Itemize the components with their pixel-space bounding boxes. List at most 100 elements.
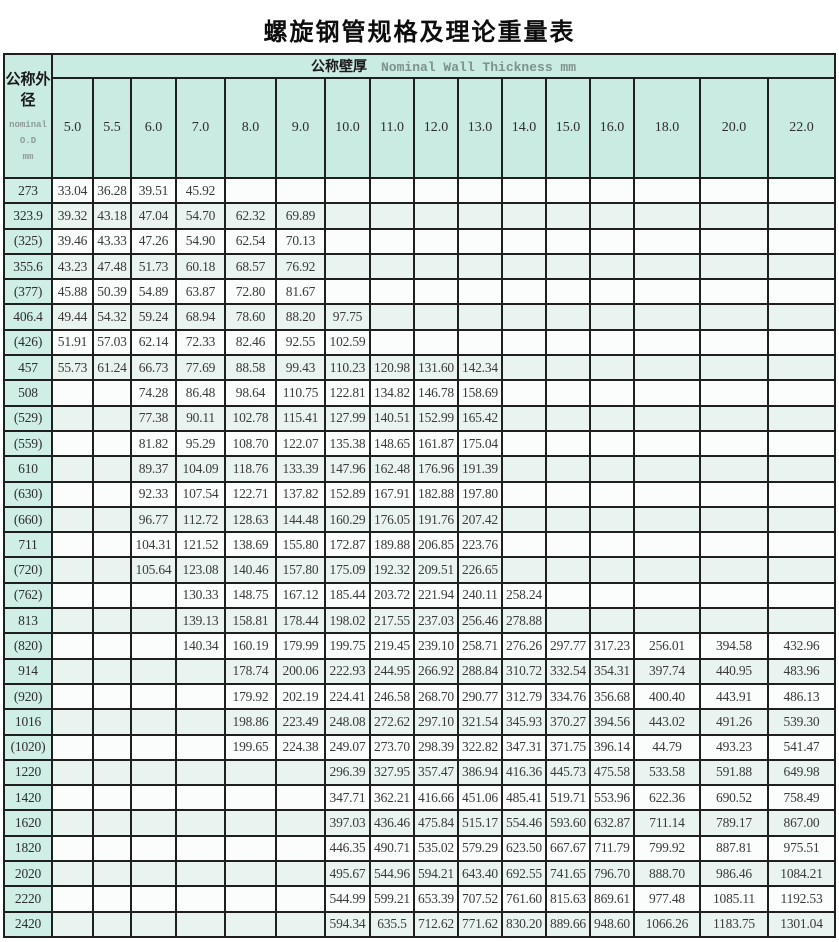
weight-cell [413, 328, 459, 357]
weight-cell [175, 708, 226, 736]
weight-cell [51, 682, 94, 711]
weight-cell [275, 784, 326, 812]
weight-cell [51, 632, 94, 660]
weight-cell: 147.96 [324, 455, 371, 483]
wall-thickness-header: 公称壁厚 Nominal Wall Thickness mm [50, 52, 837, 80]
weight-cell [92, 885, 132, 913]
weight-cell [699, 404, 769, 432]
weight-cell: 62.14 [130, 328, 177, 357]
weight-cell [633, 556, 701, 584]
weight-cell: 54.90 [175, 227, 226, 255]
weight-cell: 761.60 [501, 885, 547, 913]
weight-cell: 99.43 [275, 354, 326, 382]
weight-cell: 90.11 [175, 404, 226, 432]
thickness-col-header: 5.5 [92, 77, 132, 179]
weight-cell [413, 227, 459, 255]
weight-cell [589, 328, 635, 357]
thickness-col-header: 10.0 [324, 77, 371, 179]
table-row: 1420 347.71 362.21 416.66 451.06 485.41 519.71… [3, 784, 837, 812]
weight-cell: 102.78 [224, 404, 277, 432]
weight-cell [92, 480, 132, 508]
weight-cell [589, 531, 635, 559]
weight-cell: 45.92 [175, 176, 226, 205]
weight-cell: 155.80 [275, 531, 326, 559]
weight-cell [589, 303, 635, 331]
weight-cell: 690.52 [699, 784, 769, 812]
weight-cell: 165.42 [457, 404, 503, 432]
weight-cell: 122.81 [324, 379, 371, 407]
weight-cell: 105.64 [130, 556, 177, 584]
weight-cell [545, 480, 591, 508]
table-row: (1020) 199.65 224.38 249.07 273.70 298.39 322.… [3, 733, 837, 761]
weight-cell: 249.07 [324, 733, 371, 761]
weight-cell: 493.23 [699, 733, 769, 761]
weight-cell: 57.03 [92, 328, 132, 357]
weight-cell: 63.87 [175, 278, 226, 306]
weight-cell: 54.70 [175, 202, 226, 230]
weight-cell: 72.33 [175, 328, 226, 357]
weight-cell: 312.79 [501, 682, 547, 711]
pipe-weight-table: 公称外 径 nominal O.D mm 公称壁厚 Nominal Wall T… [3, 52, 837, 938]
weight-cell: 370.27 [545, 708, 591, 736]
weight-cell: 131.60 [413, 354, 459, 382]
weight-cell: 889.66 [545, 910, 591, 938]
weight-cell [51, 531, 94, 559]
weight-cell: 122.71 [224, 480, 277, 508]
weight-cell: 203.72 [369, 581, 415, 610]
weight-cell: 268.70 [413, 682, 459, 711]
weight-cell [589, 505, 635, 534]
weight-cell: 240.11 [457, 581, 503, 610]
weight-cell [457, 202, 503, 230]
weight-cell [92, 834, 132, 863]
od-header-en: nominal O.D mm [6, 111, 50, 165]
weight-cell [766, 379, 837, 407]
weight-cell: 789.17 [699, 809, 769, 837]
weight-cell: 830.20 [501, 910, 547, 938]
weight-cell: 975.51 [766, 834, 837, 863]
od-label: 508 [3, 379, 53, 407]
weight-cell [633, 480, 701, 508]
weight-cell [633, 505, 701, 534]
od-label: 1820 [3, 834, 53, 863]
weight-cell [501, 303, 547, 331]
weight-cell: 144.48 [275, 505, 326, 534]
weight-cell: 256.01 [633, 632, 701, 660]
weight-cell [699, 227, 769, 255]
weight-cell [766, 278, 837, 306]
weight-cell: 128.63 [224, 505, 277, 534]
weight-cell [324, 278, 371, 306]
weight-cell: 140.34 [175, 632, 226, 660]
od-label: (559) [3, 429, 53, 458]
weight-cell [766, 303, 837, 331]
thickness-col-header: 16.0 [589, 77, 635, 179]
weight-cell: 102.59 [324, 328, 371, 357]
weight-cell: 485.41 [501, 784, 547, 812]
table-row: (762) 130.33 148.75 167.12 185.44 203.72 221.9… [3, 581, 837, 610]
weight-cell: 133.39 [275, 455, 326, 483]
weight-cell [501, 202, 547, 230]
weight-cell: 148.75 [224, 581, 277, 610]
weight-cell: 554.46 [501, 809, 547, 837]
weight-cell [699, 556, 769, 584]
weight-cell [457, 278, 503, 306]
weight-cell [369, 303, 415, 331]
weight-cell: 226.65 [457, 556, 503, 584]
weight-cell [699, 429, 769, 458]
wall-thickness-label-cn: 公称壁厚 [311, 59, 367, 76]
weight-cell [130, 834, 177, 863]
thickness-col-header: 12.0 [413, 77, 459, 179]
table-row: 610 89.37 104.09 118.76 133.39 147.96 162.48 17… [3, 455, 837, 483]
weight-cell [699, 202, 769, 230]
weight-cell: 202.19 [275, 682, 326, 711]
weight-cell [457, 328, 503, 357]
weight-cell [501, 404, 547, 432]
weight-cell [92, 733, 132, 761]
weight-cell: 667.67 [545, 834, 591, 863]
weight-cell [633, 176, 701, 205]
thickness-col-header: 5.0 [51, 77, 94, 179]
weight-cell: 440.95 [699, 657, 769, 685]
weight-cell: 347.31 [501, 733, 547, 761]
weight-cell [589, 354, 635, 382]
weight-cell: 443.02 [633, 708, 701, 736]
weight-cell [275, 809, 326, 837]
